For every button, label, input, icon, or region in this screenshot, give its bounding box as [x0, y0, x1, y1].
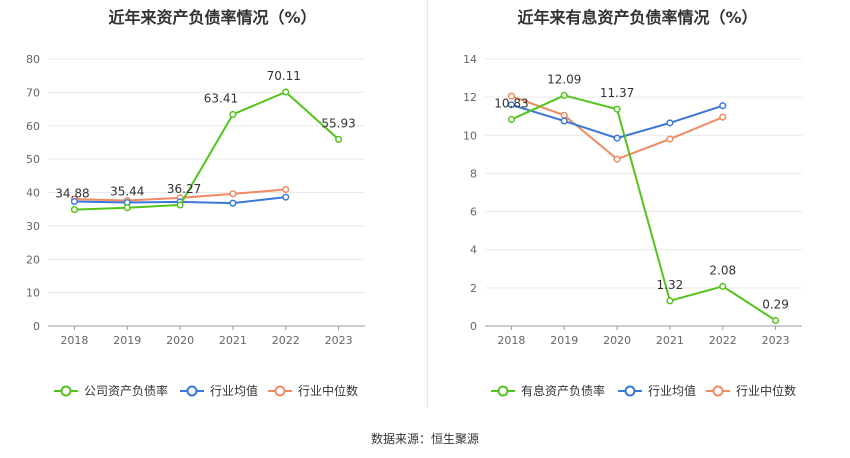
x-tick-label: 2021: [656, 334, 684, 347]
data-point-1: [70, 197, 78, 206]
data-point-0: [560, 91, 568, 99]
data-point-1: [666, 119, 674, 127]
data-point-0: [335, 135, 343, 143]
x-tick-label: 2022: [709, 334, 737, 347]
data-point-2: [560, 111, 568, 119]
data-point-2: [229, 190, 237, 198]
x-tick-label: 2018: [60, 334, 88, 347]
legend-label: 行业中位数: [736, 383, 796, 398]
data-point-0: [772, 316, 780, 325]
data-label: 55.93: [321, 116, 355, 130]
data-point-0: [613, 105, 621, 113]
y-tick-label: 20: [26, 253, 40, 266]
x-tick-label: 2020: [166, 334, 194, 347]
data-point-1: [229, 199, 237, 207]
y-tick-label: 80: [26, 53, 40, 66]
data-point-0: [719, 282, 727, 290]
legend-label: 有息资产负债率: [521, 383, 605, 398]
y-tick-label: 10: [26, 287, 40, 300]
legend-label: 行业均值: [210, 383, 258, 398]
series-line-0: [74, 90, 340, 211]
x-tick-label: 2023: [762, 334, 790, 347]
data-point-0: [507, 115, 515, 124]
y-tick-label: 50: [26, 153, 40, 166]
data-point-0: [666, 297, 674, 305]
data-point-2: [282, 185, 290, 194]
series-line-0: [511, 94, 777, 322]
panel-divider: [427, 0, 428, 408]
y-tick-label: 2: [470, 282, 477, 295]
chart-title: 近年来有息资产负债率情况（%）: [517, 8, 758, 27]
legend-marker-2: [274, 385, 286, 397]
legend-label: 行业中位数: [298, 383, 358, 398]
data-label: 2.08: [709, 263, 736, 277]
data-point-2: [719, 113, 727, 121]
data-point-1: [282, 193, 290, 201]
data-label: 36.27: [167, 182, 201, 196]
data-point-0: [123, 204, 131, 212]
data-point-2: [613, 155, 621, 163]
data-point-1: [560, 117, 568, 125]
data-label: 70.11: [267, 69, 301, 83]
x-tick-label: 2018: [497, 334, 525, 347]
legend-marker-0: [60, 385, 72, 397]
chart-panel-debt-ratio: 近年来资产负债率情况（%） 0 10 20 30 40 50 60 70 80 2018 2019 2…: [0, 0, 425, 420]
y-tick-label: 12: [463, 91, 477, 104]
line-chart-interest-debt-ratio: 0 2 4 6 8 10 12 14 2018 2019 2020 2021 2022 2023 10.83…: [463, 53, 802, 398]
data-point-2: [507, 92, 515, 100]
legend-label: 公司资产负债率: [84, 383, 168, 398]
data-label: 63.41: [204, 91, 238, 105]
x-tick-label: 2022: [272, 334, 300, 347]
legend-marker-1: [186, 385, 198, 397]
data-point-1: [507, 101, 515, 109]
y-tick-label: 60: [26, 120, 40, 133]
y-tick-label: 70: [26, 86, 40, 99]
chart-title: 近年来资产负债率情况（%）: [108, 8, 317, 27]
data-point-0: [70, 206, 78, 214]
legend-marker-0: [497, 385, 509, 397]
y-tick-label: 0: [470, 320, 477, 333]
data-source-note: 数据来源：恒生聚源: [370, 432, 479, 446]
y-tick-label: 4: [470, 244, 477, 257]
data-point-0: [282, 88, 290, 96]
y-tick-label: 8: [470, 167, 477, 180]
x-tick-label: 2019: [550, 334, 578, 347]
x-tick-label: 2019: [113, 334, 141, 347]
x-tick-label: 2023: [325, 334, 353, 347]
data-label: 0.29: [762, 297, 789, 311]
data-point-2: [666, 135, 674, 143]
data-point-1: [719, 102, 727, 110]
data-label: 1.32: [657, 278, 684, 292]
x-tick-label: 2021: [219, 334, 247, 347]
line-chart-debt-ratio: 0 10 20 30 40 50 60 70 80 2018 2019 2020 2021 2022 202…: [26, 53, 365, 398]
data-label: 11.37: [600, 86, 634, 100]
data-label: 10.83: [494, 96, 528, 110]
data-label: 12.09: [547, 72, 581, 86]
y-tick-label: 10: [463, 129, 477, 142]
data-point-1: [613, 134, 621, 142]
y-tick-label: 30: [26, 220, 40, 233]
legend-marker-2: [712, 385, 724, 397]
data-label: 35.44: [110, 185, 144, 199]
legend-marker-1: [624, 385, 636, 397]
data-label: 34.88: [55, 187, 89, 201]
chart-panel-interest-debt-ratio: 近年来有息资产负债率情况（%） 0 2 4 6 8 10 12 14 2018 2019 2020 2…: [425, 0, 850, 420]
data-point-0: [229, 110, 237, 118]
y-tick-label: 0: [33, 320, 40, 333]
y-tick-label: 6: [470, 206, 477, 219]
data-point-0: [176, 201, 184, 209]
x-tick-label: 2020: [603, 334, 631, 347]
y-tick-label: 14: [463, 53, 477, 66]
legend-label: 行业均值: [648, 383, 696, 398]
y-tick-label: 40: [26, 187, 40, 200]
